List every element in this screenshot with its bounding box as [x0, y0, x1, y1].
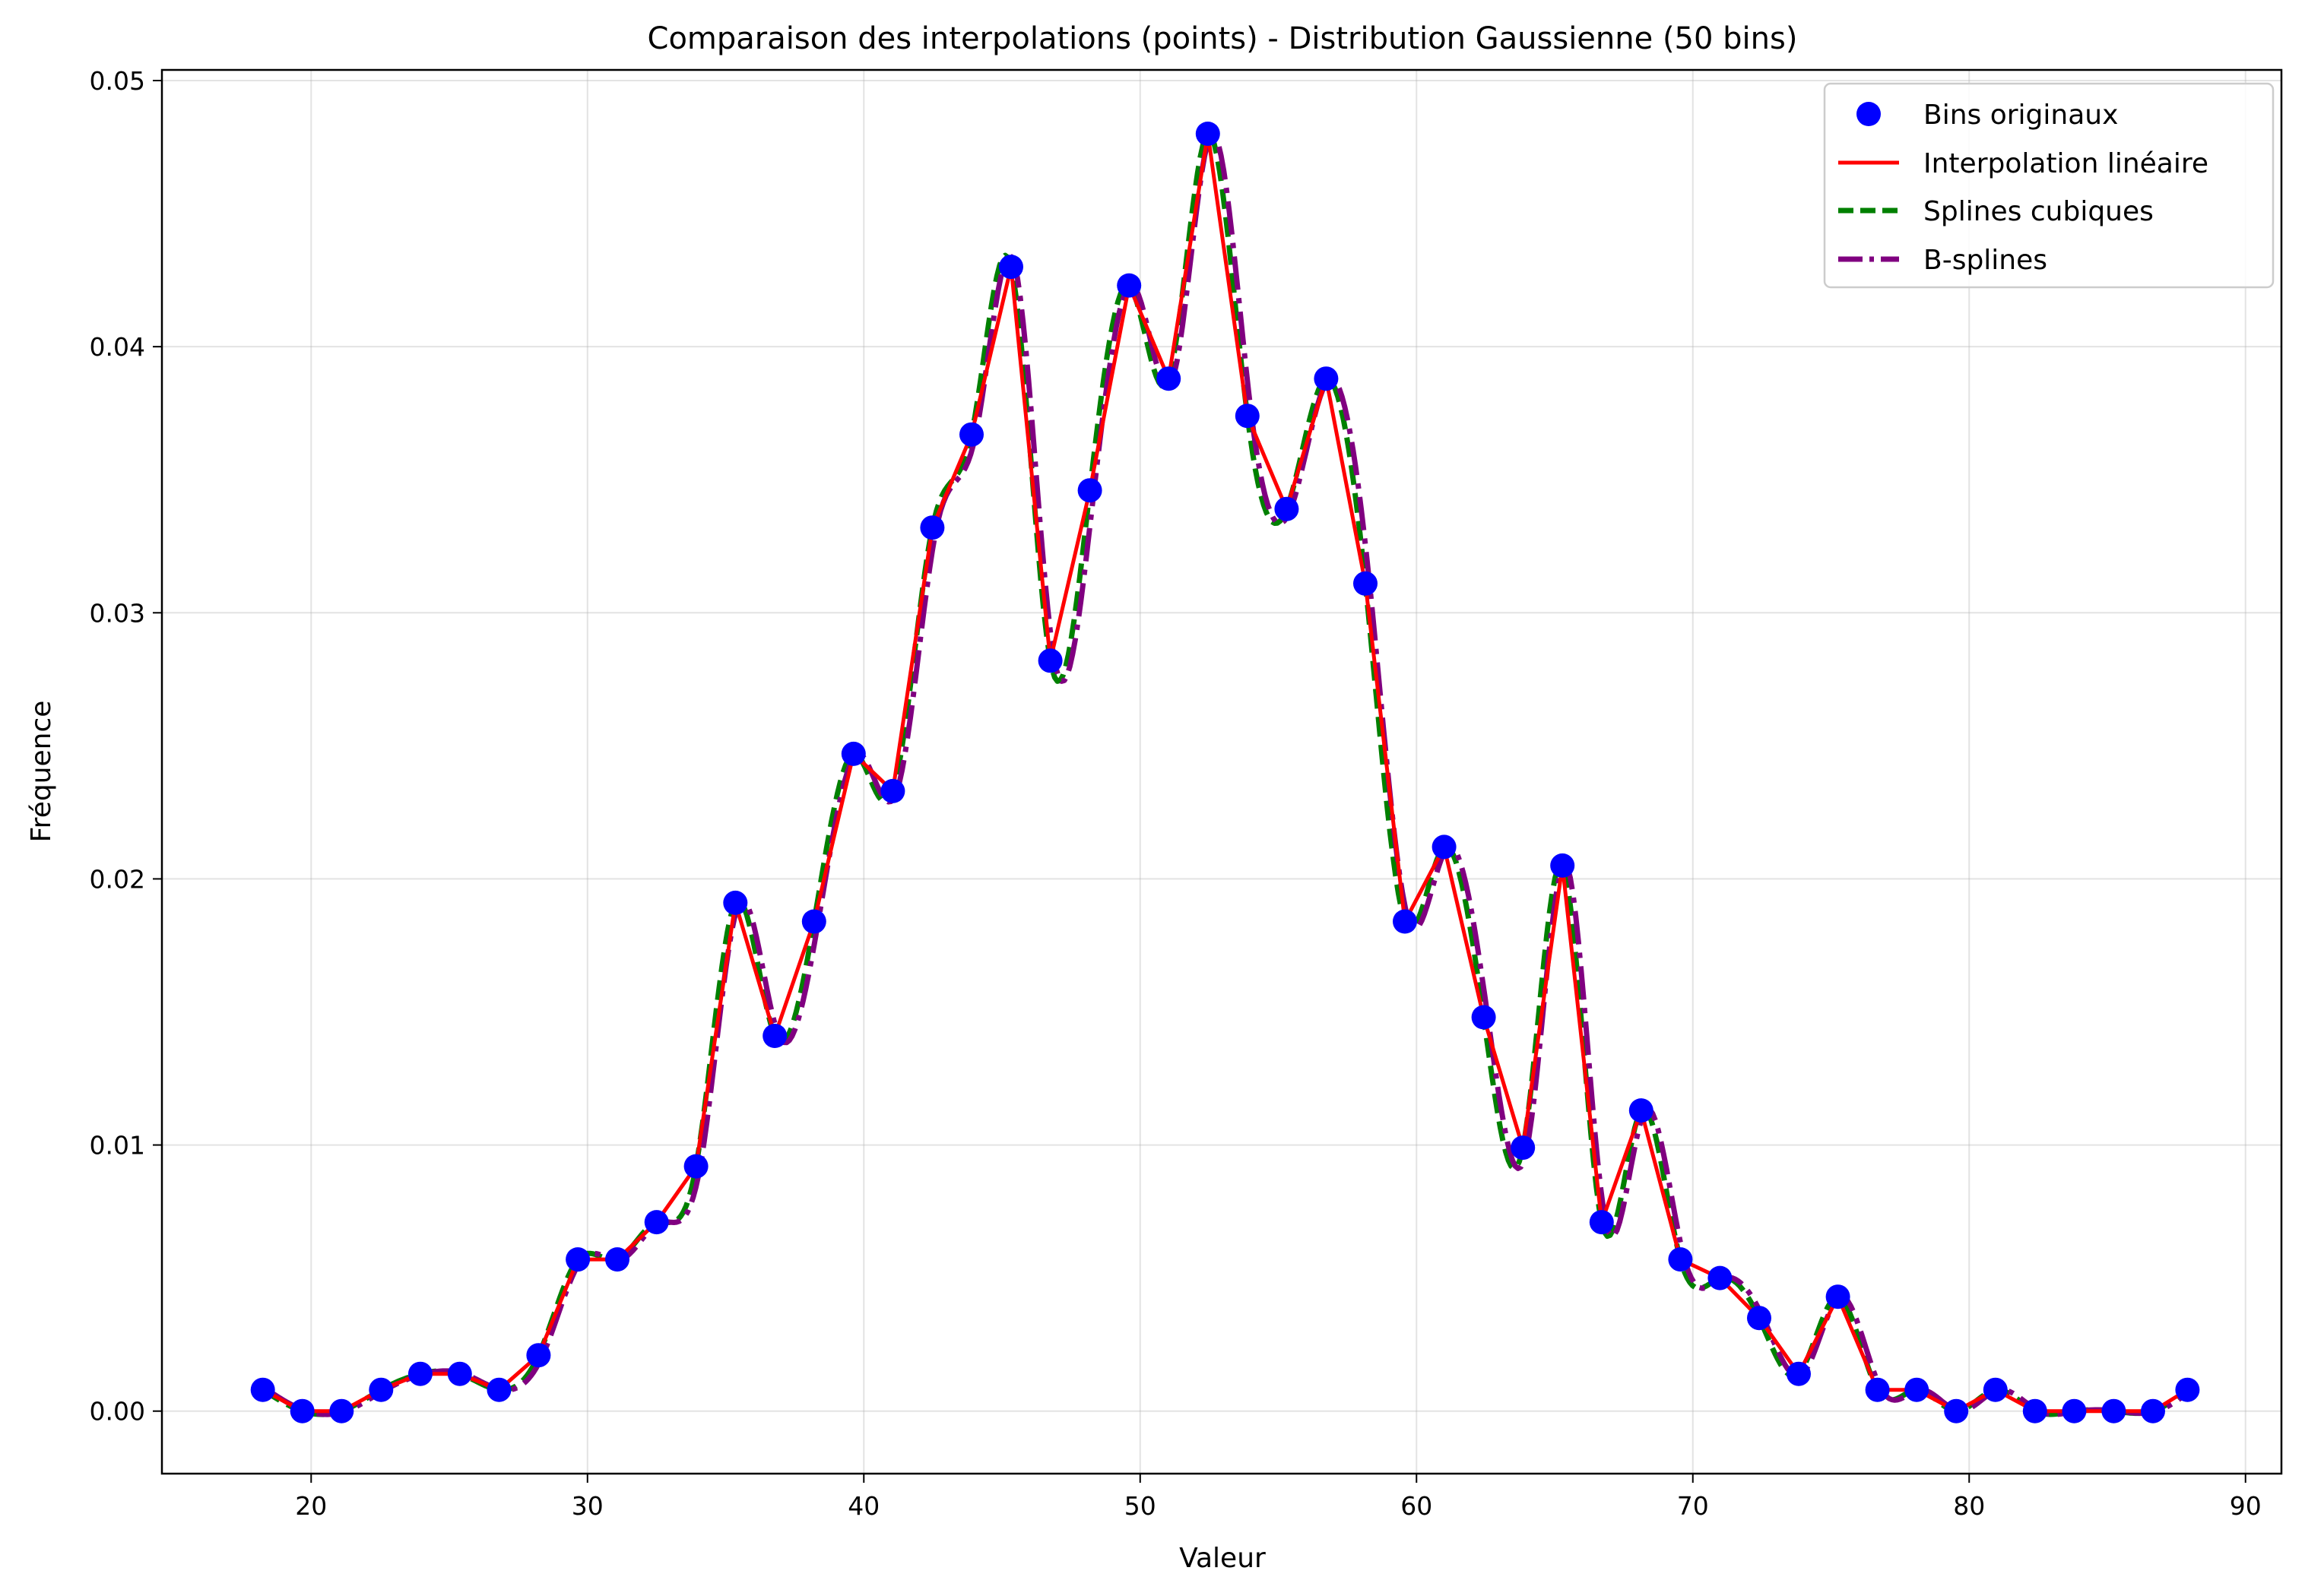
data-point	[566, 1247, 591, 1272]
y-tick-label: 0.00	[90, 1397, 145, 1427]
x-tick-label: 30	[572, 1491, 604, 1521]
data-point	[1314, 366, 1339, 391]
data-point	[369, 1377, 394, 1402]
data-point	[1511, 1135, 1536, 1161]
data-point	[1865, 1377, 1890, 1402]
data-point	[1825, 1284, 1850, 1309]
x-axis-label: Valeur	[1179, 1543, 1266, 1574]
data-point	[250, 1377, 275, 1402]
legend-label: Interpolation linéaire	[1923, 148, 2208, 179]
data-point	[605, 1247, 629, 1272]
x-tick-label: 40	[848, 1491, 880, 1521]
y-tick-label: 0.04	[90, 332, 145, 362]
data-point	[1235, 404, 1260, 429]
data-point	[447, 1361, 472, 1386]
data-point	[1628, 1098, 1653, 1123]
y-axis: 0.00 0.01 0.02 0.03 0.04 0.05	[90, 66, 162, 1427]
legend-label: Splines cubiques	[1923, 196, 2154, 227]
data-point	[801, 909, 826, 934]
data-markers	[250, 122, 2200, 1423]
data-point	[920, 515, 945, 540]
data-point	[683, 1154, 709, 1179]
data-point	[2141, 1398, 2165, 1423]
data-point	[1904, 1377, 1929, 1402]
data-point	[1156, 366, 1181, 391]
data-point	[1983, 1377, 2008, 1402]
x-tick-label: 70	[1677, 1491, 1709, 1521]
data-point	[1432, 834, 1457, 860]
data-point	[880, 778, 905, 803]
y-tick-label: 0.05	[90, 66, 145, 96]
data-point	[841, 741, 866, 766]
data-point	[723, 890, 748, 915]
y-axis-label: Fréquence	[26, 701, 57, 843]
x-tick-label: 90	[2230, 1491, 2262, 1521]
legend-label: Bins originaux	[1923, 100, 2118, 131]
data-point	[1668, 1247, 1693, 1272]
x-tick-label: 50	[1124, 1491, 1156, 1521]
data-point	[2022, 1398, 2047, 1423]
legend: Bins originaux Interpolation linéaire Spli…	[1823, 82, 2275, 289]
data-point	[1747, 1306, 1771, 1331]
legend-label: B-splines	[1923, 245, 2047, 276]
data-point	[1471, 1005, 1496, 1030]
plot-frame	[160, 68, 2283, 1475]
grid	[162, 70, 2281, 1474]
legend-marker-bins	[1856, 102, 1881, 126]
data-point	[329, 1398, 354, 1423]
y-tick-label: 0.02	[90, 864, 145, 894]
data-point	[1038, 648, 1063, 673]
data-point	[644, 1210, 669, 1235]
data-point	[1117, 273, 1142, 298]
data-point	[487, 1377, 512, 1402]
x-tick-label: 20	[295, 1491, 327, 1521]
data-point	[407, 1361, 433, 1386]
y-tick-label: 0.01	[90, 1131, 145, 1161]
legend-box	[1823, 82, 2275, 289]
data-point	[1195, 122, 1220, 146]
data-point	[959, 422, 984, 447]
x-tick-label: 60	[1400, 1491, 1432, 1521]
data-point	[1353, 571, 1378, 596]
data-point	[2062, 1398, 2087, 1423]
x-tick-label: 80	[1953, 1491, 1985, 1521]
x-axis: 20 30 40 50 60 70 80 90	[295, 1474, 2262, 1521]
chart-title: Comparaison des interpolations (points) …	[648, 21, 1798, 56]
data-point	[1550, 853, 1575, 878]
data-point	[763, 1024, 788, 1048]
data-point	[2175, 1377, 2200, 1402]
data-point	[999, 255, 1023, 280]
data-point	[1787, 1361, 1811, 1386]
data-point	[1274, 496, 1299, 521]
data-point	[526, 1343, 551, 1368]
data-point	[1707, 1265, 1733, 1290]
data-point	[2101, 1398, 2126, 1423]
data-point	[1077, 478, 1102, 503]
data-point	[1589, 1210, 1614, 1235]
data-point	[1393, 909, 1417, 934]
data-point	[1944, 1398, 1969, 1423]
y-tick-label: 0.03	[90, 598, 145, 628]
data-point	[290, 1398, 315, 1423]
